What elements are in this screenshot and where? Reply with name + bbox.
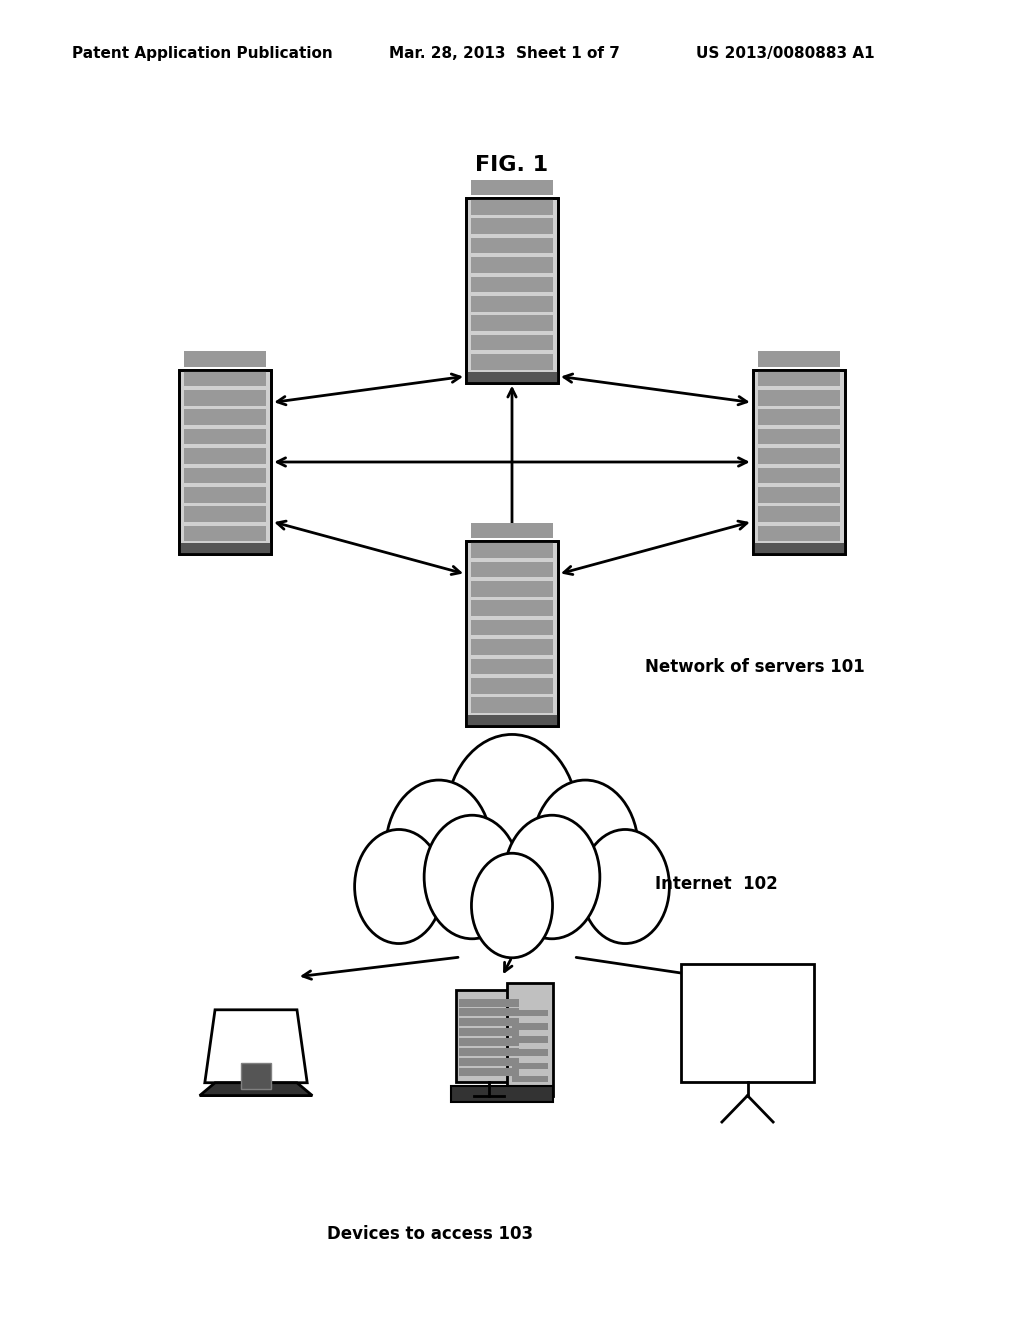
FancyBboxPatch shape	[184, 525, 266, 541]
Text: Patent Application Publication: Patent Application Publication	[72, 46, 333, 61]
FancyBboxPatch shape	[471, 238, 553, 253]
FancyBboxPatch shape	[512, 1036, 548, 1043]
FancyBboxPatch shape	[471, 180, 553, 195]
FancyBboxPatch shape	[459, 1059, 519, 1067]
Text: FIG. 1: FIG. 1	[475, 154, 549, 176]
Text: Mar. 28, 2013  Sheet 1 of 7: Mar. 28, 2013 Sheet 1 of 7	[389, 46, 620, 61]
Text: Network of servers 101: Network of servers 101	[645, 657, 865, 676]
FancyBboxPatch shape	[459, 1068, 519, 1076]
Circle shape	[471, 853, 553, 958]
FancyBboxPatch shape	[184, 409, 266, 425]
FancyBboxPatch shape	[758, 351, 840, 367]
FancyBboxPatch shape	[512, 1049, 548, 1056]
FancyBboxPatch shape	[471, 257, 553, 273]
FancyBboxPatch shape	[758, 487, 840, 503]
FancyBboxPatch shape	[471, 543, 553, 558]
FancyBboxPatch shape	[179, 370, 271, 554]
FancyBboxPatch shape	[184, 447, 266, 463]
FancyBboxPatch shape	[459, 1008, 519, 1016]
FancyBboxPatch shape	[184, 371, 266, 387]
FancyBboxPatch shape	[471, 315, 553, 331]
FancyBboxPatch shape	[459, 1038, 519, 1045]
Circle shape	[386, 780, 492, 917]
FancyBboxPatch shape	[459, 1019, 519, 1027]
FancyBboxPatch shape	[471, 581, 553, 597]
FancyBboxPatch shape	[471, 678, 553, 694]
Circle shape	[504, 816, 600, 939]
FancyBboxPatch shape	[471, 335, 553, 350]
FancyBboxPatch shape	[451, 1086, 553, 1102]
Circle shape	[445, 734, 579, 906]
FancyBboxPatch shape	[184, 429, 266, 445]
FancyBboxPatch shape	[471, 601, 553, 616]
FancyBboxPatch shape	[471, 354, 553, 370]
FancyBboxPatch shape	[184, 507, 266, 521]
FancyBboxPatch shape	[753, 370, 845, 554]
FancyBboxPatch shape	[459, 1048, 519, 1056]
FancyBboxPatch shape	[459, 1028, 519, 1036]
FancyBboxPatch shape	[512, 1023, 548, 1030]
FancyBboxPatch shape	[471, 523, 553, 539]
FancyBboxPatch shape	[758, 371, 840, 387]
FancyBboxPatch shape	[471, 659, 553, 675]
FancyBboxPatch shape	[184, 467, 266, 483]
FancyBboxPatch shape	[758, 389, 840, 405]
FancyBboxPatch shape	[466, 372, 558, 383]
FancyBboxPatch shape	[758, 409, 840, 425]
FancyBboxPatch shape	[471, 561, 553, 577]
FancyBboxPatch shape	[471, 199, 553, 215]
FancyBboxPatch shape	[459, 998, 519, 1006]
FancyBboxPatch shape	[758, 447, 840, 463]
FancyBboxPatch shape	[512, 1076, 548, 1082]
Circle shape	[581, 829, 670, 944]
FancyBboxPatch shape	[456, 990, 522, 1082]
FancyBboxPatch shape	[471, 296, 553, 312]
FancyBboxPatch shape	[184, 487, 266, 503]
FancyBboxPatch shape	[184, 351, 266, 367]
FancyBboxPatch shape	[466, 541, 558, 726]
Polygon shape	[205, 1010, 307, 1082]
FancyBboxPatch shape	[241, 1063, 271, 1089]
FancyBboxPatch shape	[466, 715, 558, 726]
FancyBboxPatch shape	[512, 1063, 548, 1069]
Text: Internet  102: Internet 102	[655, 875, 778, 894]
Text: US 2013/0080883 A1: US 2013/0080883 A1	[696, 46, 874, 61]
FancyBboxPatch shape	[471, 639, 553, 655]
FancyBboxPatch shape	[471, 218, 553, 234]
FancyBboxPatch shape	[758, 507, 840, 521]
FancyBboxPatch shape	[758, 525, 840, 541]
Circle shape	[354, 829, 443, 944]
FancyBboxPatch shape	[179, 544, 271, 554]
FancyBboxPatch shape	[471, 697, 553, 713]
FancyBboxPatch shape	[758, 429, 840, 445]
FancyBboxPatch shape	[681, 964, 814, 1082]
FancyBboxPatch shape	[471, 620, 553, 635]
Text: Devices to access 103: Devices to access 103	[327, 1225, 534, 1243]
FancyBboxPatch shape	[507, 983, 553, 1096]
Circle shape	[424, 816, 520, 939]
FancyBboxPatch shape	[758, 467, 840, 483]
Polygon shape	[200, 1082, 312, 1096]
FancyBboxPatch shape	[512, 1010, 548, 1016]
FancyBboxPatch shape	[471, 277, 553, 292]
FancyBboxPatch shape	[184, 389, 266, 405]
FancyBboxPatch shape	[466, 198, 558, 383]
Circle shape	[532, 780, 638, 917]
FancyBboxPatch shape	[753, 544, 845, 554]
